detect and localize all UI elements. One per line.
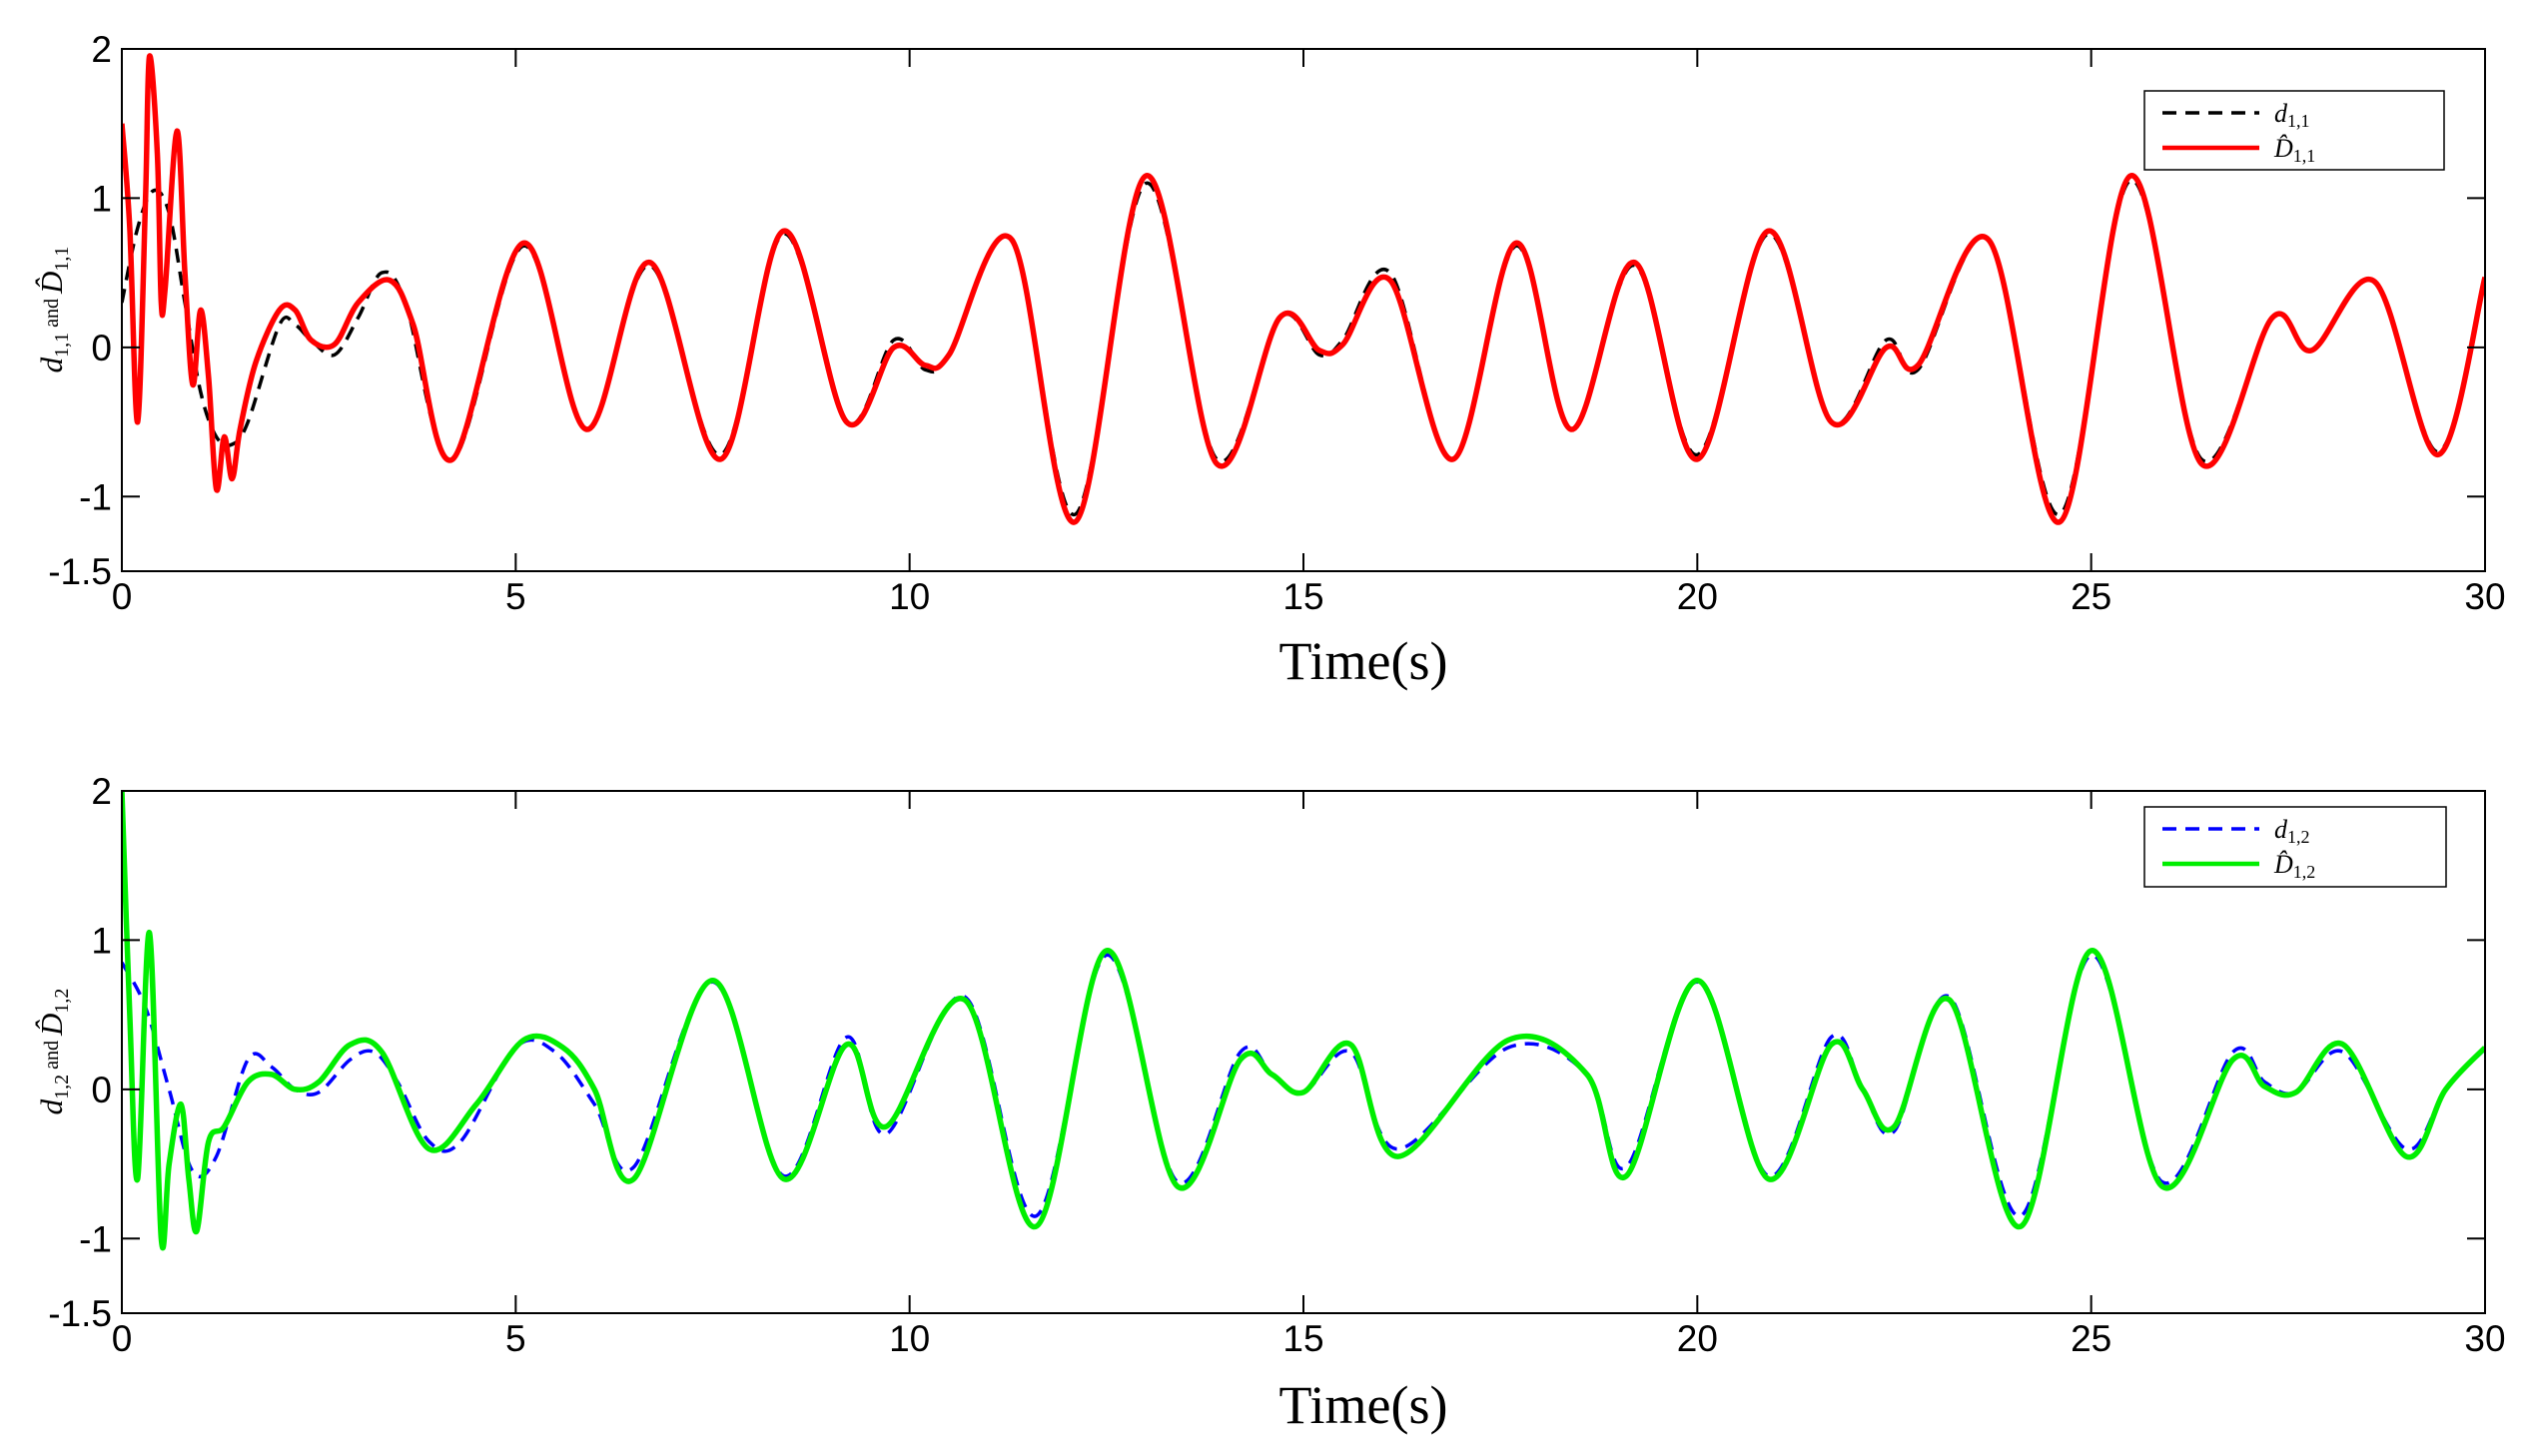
legend-var: d xyxy=(2274,815,2288,844)
x-tick-label: 10 xyxy=(889,576,930,617)
x-tick-label: 5 xyxy=(505,576,526,617)
y-label-sub: 1,1 xyxy=(51,333,73,358)
x-axis-label: Time(s) xyxy=(1278,631,1447,691)
y-axis-label: d1,2 and D̂1,2 xyxy=(34,989,73,1115)
y-label-var: d xyxy=(34,357,69,372)
y-label-and: and xyxy=(41,294,63,333)
y-tick-label: 1 xyxy=(91,178,112,219)
legend-sub: 1,1 xyxy=(2293,146,2316,166)
legend-var: D̂ xyxy=(2273,850,2293,879)
y-tick-label: 1 xyxy=(91,920,112,961)
series-line-1 xyxy=(122,178,2485,516)
y-label-and: and xyxy=(41,1036,63,1075)
y-label-sub: 1,2 xyxy=(51,1075,73,1099)
y-label-sub-2: 1,1 xyxy=(51,247,73,272)
legend-label-2: D̂1,1 xyxy=(2273,134,2315,166)
x-tick-label: 5 xyxy=(505,1318,526,1359)
y-tick-label: 0 xyxy=(91,328,112,368)
y-tick-label: -1 xyxy=(79,476,112,517)
x-tick-label: 20 xyxy=(1677,1318,1718,1359)
x-tick-label: 30 xyxy=(2464,1318,2505,1359)
y-label-var: d xyxy=(34,1098,69,1114)
legend-var: D̂ xyxy=(2273,134,2293,163)
y-label-var-2: D̂ xyxy=(34,1014,69,1037)
legend-box xyxy=(2143,90,2445,171)
legend: d1,1D̂1,1 xyxy=(2143,90,2445,171)
series-line-2 xyxy=(122,791,2485,1251)
x-axis-label: Time(s) xyxy=(1278,1375,1447,1435)
legend-sub: 1,1 xyxy=(2287,111,2310,131)
x-tick-label: 10 xyxy=(889,1318,930,1359)
y-tick-label: -1 xyxy=(79,1218,112,1259)
legend-sub: 1,2 xyxy=(2287,827,2310,847)
legend-sub: 1,2 xyxy=(2293,862,2316,882)
x-tick-label: 30 xyxy=(2464,576,2505,617)
x-tick-label: 25 xyxy=(2071,576,2111,617)
plot-frame xyxy=(121,48,2486,572)
legend-var: d xyxy=(2274,99,2288,128)
y-label-var-2: D̂ xyxy=(34,272,69,295)
y-tick-label: -1.5 xyxy=(48,551,112,592)
y-tick-label: 0 xyxy=(91,1070,112,1110)
legend-label-1: d1,1 xyxy=(2274,99,2310,131)
y-axis-label: d1,1 and D̂1,1 xyxy=(34,247,73,373)
series-line-2 xyxy=(122,53,2485,525)
y-tick-label: 2 xyxy=(91,29,112,70)
legend-box xyxy=(2143,806,2447,888)
plot-frame xyxy=(121,790,2486,1314)
legend: d1,2D̂1,2 xyxy=(2143,806,2447,888)
legend-label-2: D̂1,2 xyxy=(2273,850,2315,882)
x-tick-label: 20 xyxy=(1677,576,1718,617)
y-tick-label: 2 xyxy=(91,771,112,812)
x-tick-label: 0 xyxy=(112,1318,133,1359)
y-label-sub-2: 1,2 xyxy=(51,989,73,1014)
x-tick-label: 0 xyxy=(112,576,133,617)
y-tick-label: -1.5 xyxy=(48,1293,112,1334)
legend-label-1: d1,2 xyxy=(2274,815,2310,847)
x-tick-label: 15 xyxy=(1282,1318,1323,1359)
x-tick-label: 15 xyxy=(1282,576,1323,617)
x-tick-label: 25 xyxy=(2071,1318,2111,1359)
